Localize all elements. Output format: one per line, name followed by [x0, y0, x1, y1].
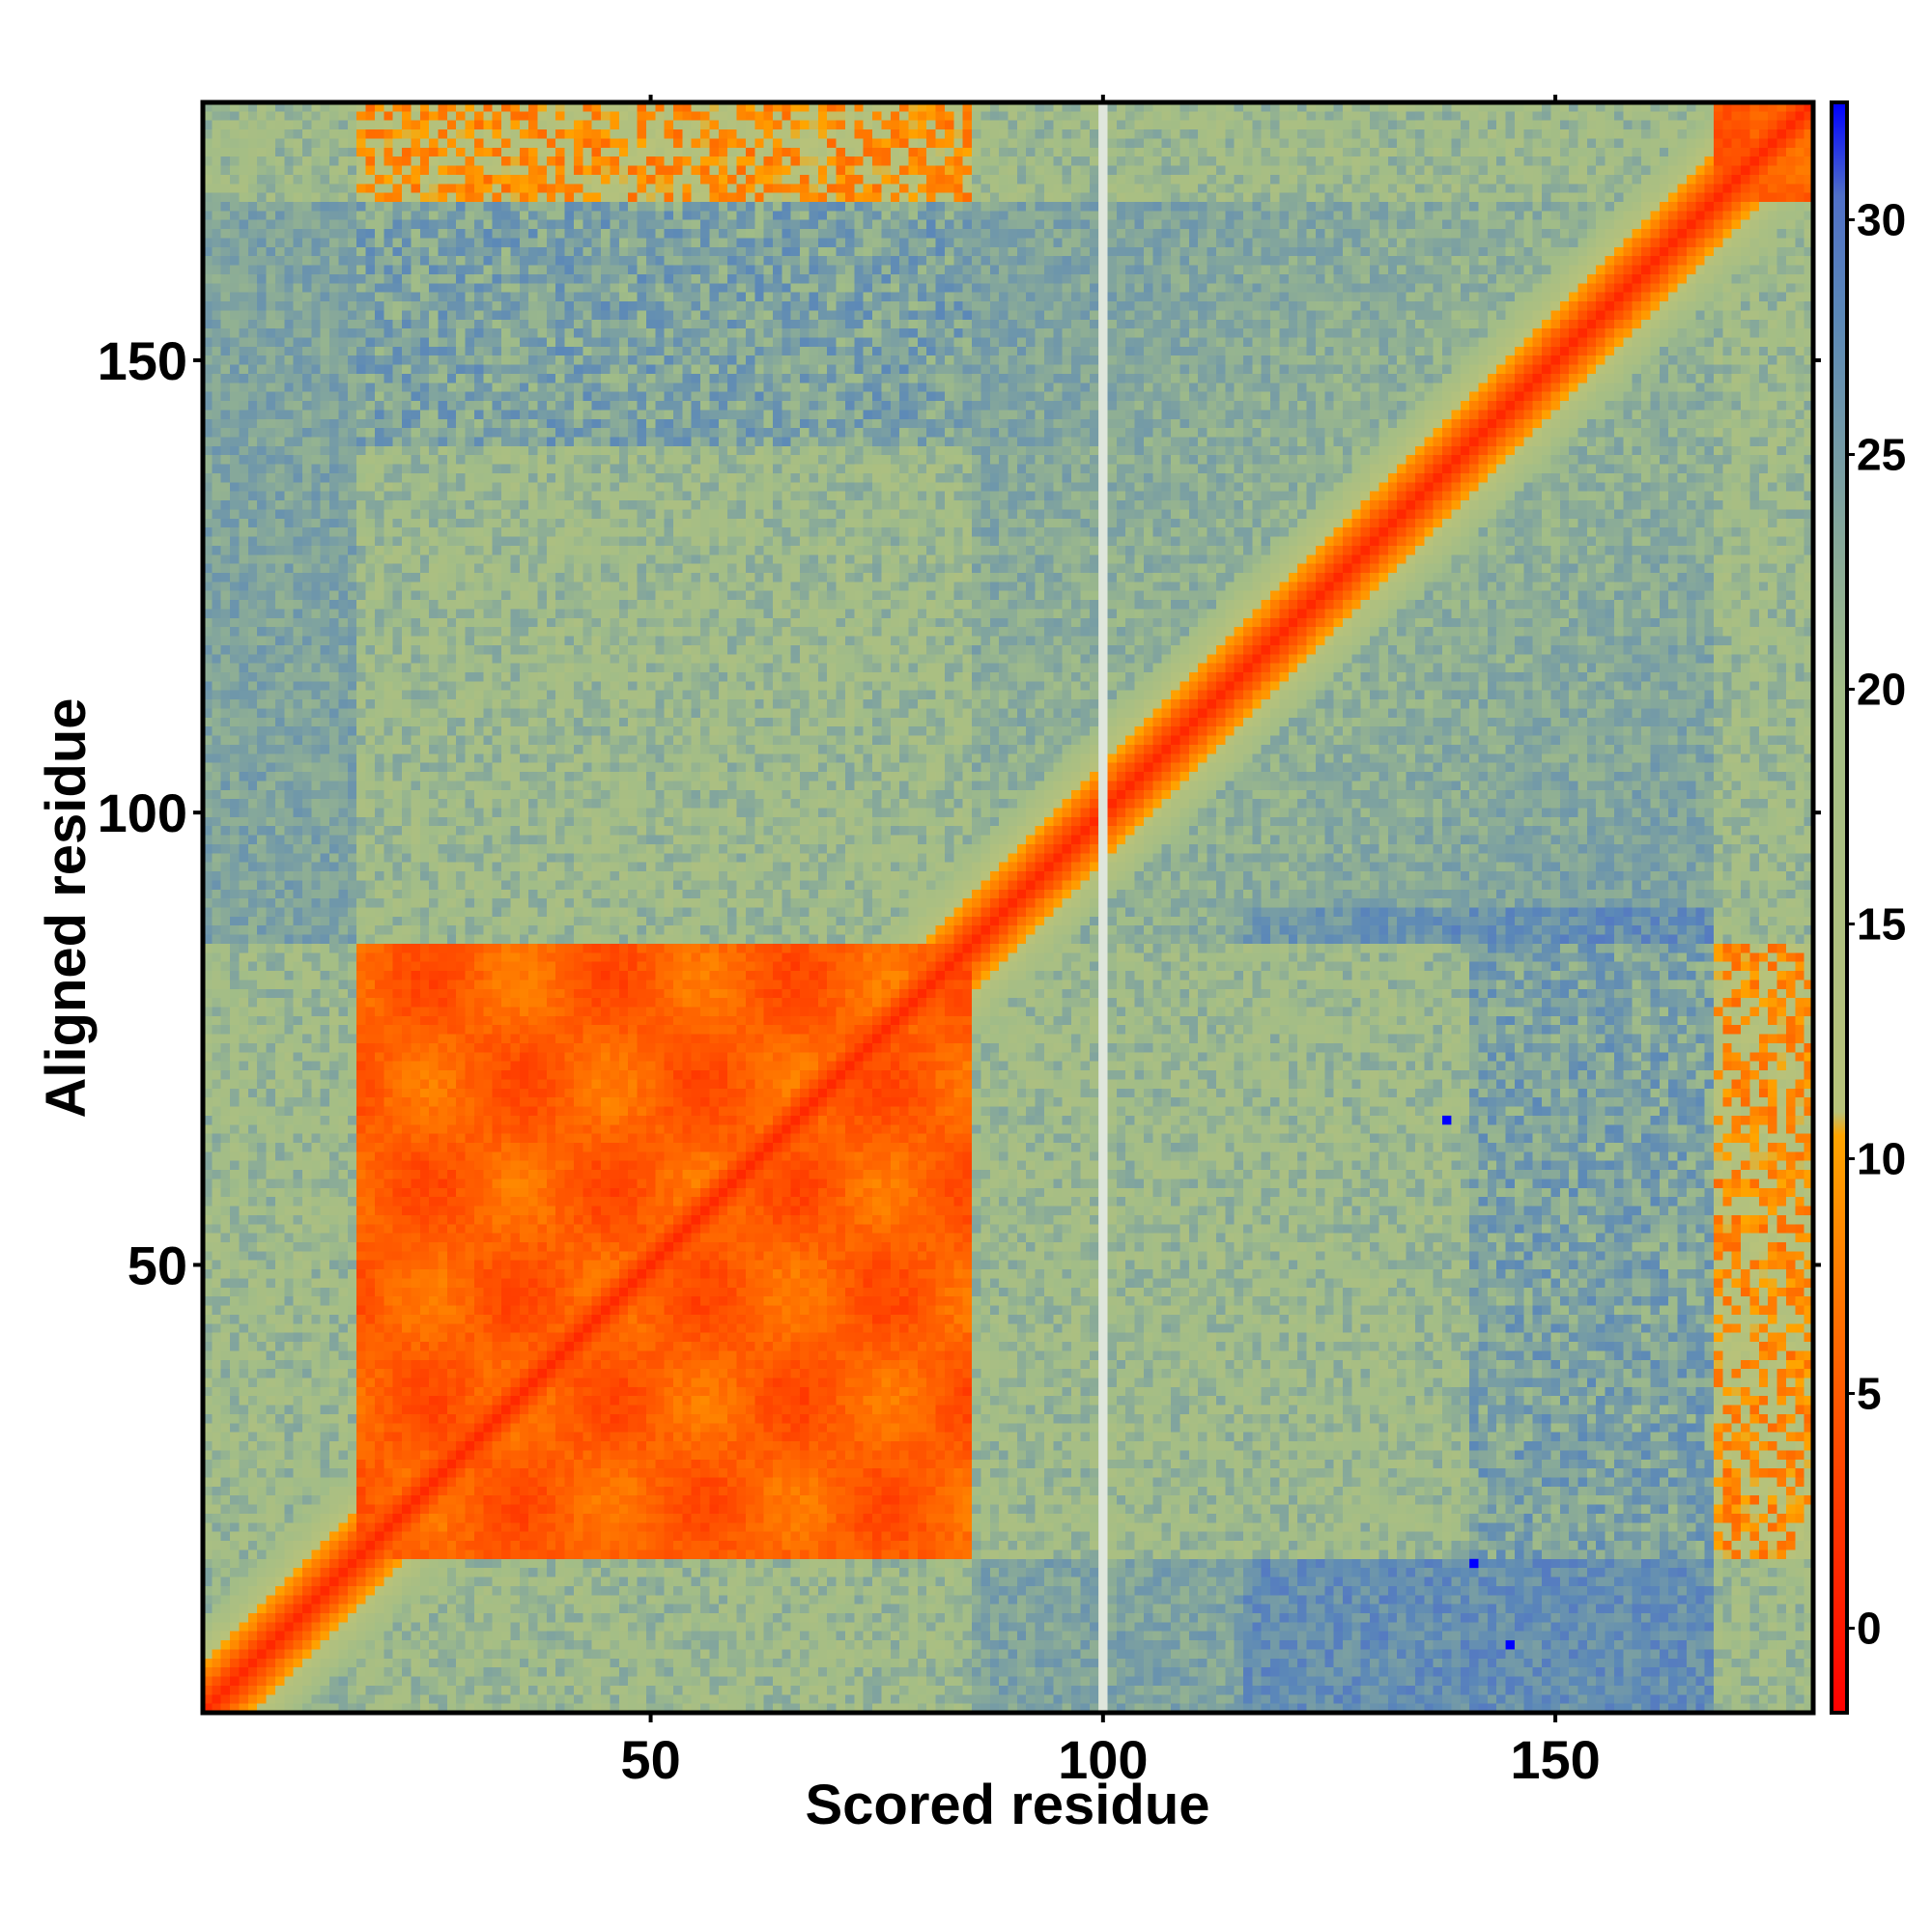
colorbar-tick-label: 5	[1857, 1369, 1882, 1419]
plot-area	[200, 99, 1816, 1716]
outlier-cell	[1469, 1558, 1479, 1569]
colorbar-tick-label: 30	[1857, 195, 1906, 245]
colorbar-frame	[1830, 100, 1849, 1715]
x-tick-label: 50	[620, 1729, 680, 1790]
heatmap-cells	[203, 102, 1813, 1713]
x-axis: 50 100 150	[620, 95, 1601, 1790]
colorbar-tick-label: 0	[1857, 1604, 1882, 1654]
gap-column	[1098, 102, 1108, 1713]
x-tick-label: 100	[1058, 1729, 1148, 1790]
y-axis-title: Aligned residue	[35, 697, 98, 1118]
outlier-cells	[1442, 1115, 1515, 1650]
plot-frame	[200, 99, 1816, 1716]
colorbar-fill	[1832, 102, 1847, 1713]
outlier-cell	[1442, 1115, 1452, 1125]
outlier-cell	[1505, 1640, 1515, 1650]
x-axis-title: Scored residue	[805, 1774, 1209, 1836]
colorbar-tick-label: 25	[1857, 430, 1906, 480]
colorbar: 0 5 10 15 20 25 30	[1830, 100, 1906, 1715]
y-tick-label: 100	[98, 782, 187, 843]
colorbar-ticks: 0 5 10 15 20 25 30	[1847, 195, 1906, 1654]
colorbar-tick-label: 20	[1857, 665, 1906, 715]
colorbar-tick-label: 10	[1857, 1134, 1906, 1184]
y-tick-label: 150	[98, 330, 187, 391]
colorbar-tick-label: 15	[1857, 899, 1906, 950]
x-tick-label: 150	[1510, 1729, 1600, 1790]
y-tick-label: 50	[128, 1235, 187, 1295]
y-axis: 50 100 150	[98, 330, 1821, 1295]
